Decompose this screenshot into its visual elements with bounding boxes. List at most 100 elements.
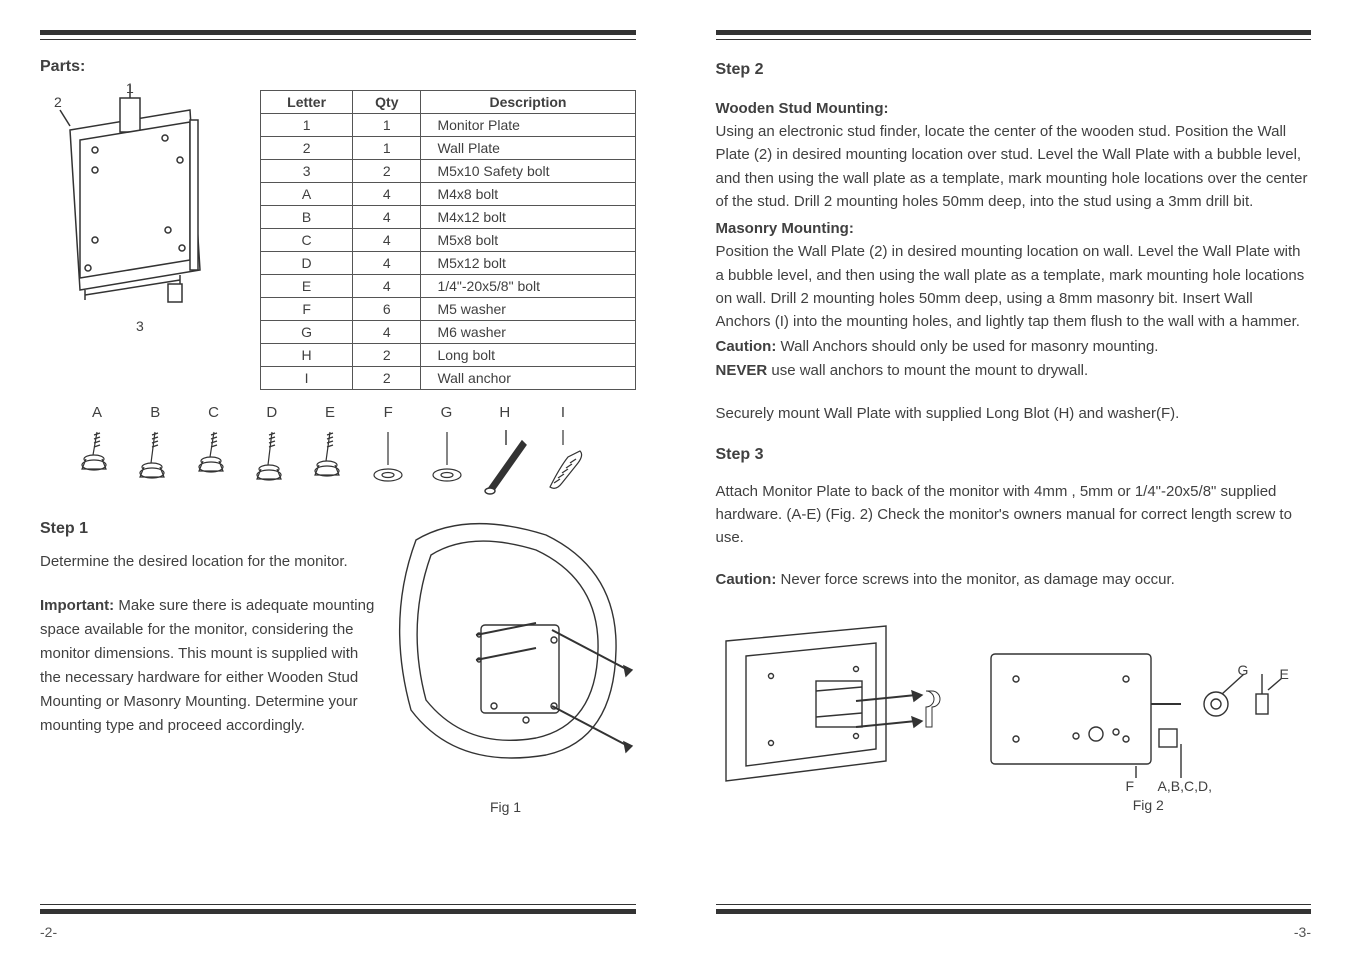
fig1-svg — [376, 510, 636, 790]
secure-text: Securely mount Wall Plate with supplied … — [716, 402, 1312, 425]
hardware-item-i: I — [536, 404, 590, 502]
page-num-left: -2- — [40, 924, 57, 940]
cell-desc: M5x12 bolt — [421, 252, 635, 275]
step1-p1: Determine the desired location for the m… — [40, 550, 380, 574]
caution2-label: Caution: — [716, 571, 777, 588]
hardware-row: A B C D E F G H — [70, 404, 590, 502]
wood-heading: Wooden Stud Mounting: — [716, 97, 1312, 120]
hardware-item-f: F — [361, 404, 415, 502]
th-desc: Description — [421, 91, 635, 114]
step1-important: Important: Make sure there is adequate m… — [40, 594, 380, 738]
table-row: 11Monitor Plate — [261, 114, 636, 137]
cell-letter: 1 — [261, 114, 353, 137]
parts-row: 1 2 3 — [40, 80, 636, 390]
cell-qty: 4 — [353, 183, 421, 206]
th-letter: Letter — [261, 91, 353, 114]
cell-desc: M4x8 bolt — [421, 183, 635, 206]
never-label: NEVER — [716, 362, 768, 379]
table-row: C4M5x8 bolt — [261, 229, 636, 252]
parts-heading: Parts: — [40, 58, 636, 76]
caution1-text: Wall Anchors should only be used for mas… — [776, 338, 1158, 355]
hardware-label: I — [536, 404, 590, 421]
table-row: I2Wall anchor — [261, 367, 636, 390]
step2-heading: Step 2 — [716, 58, 1312, 83]
hardware-item-b: B — [128, 404, 182, 502]
cell-qty: 4 — [353, 275, 421, 298]
caution1-label: Caution: — [716, 338, 777, 355]
important-text: Make sure there is adequate mounting spa… — [40, 597, 374, 734]
never-line: NEVER use wall anchors to mount the moun… — [716, 359, 1312, 382]
table-row: B4M4x12 bolt — [261, 206, 636, 229]
table-row: A4M4x8 bolt — [261, 183, 636, 206]
hardware-item-c: C — [187, 404, 241, 502]
hardware-label: F — [361, 404, 415, 421]
cell-qty: 4 — [353, 206, 421, 229]
fig2-right-wrap: F A,B,C,D, G E — [986, 644, 1286, 791]
table-row: D4M5x12 bolt — [261, 252, 636, 275]
fig2-label-g: G — [1238, 660, 1249, 682]
wood-text: Using an electronic stud finder, locate … — [716, 120, 1312, 213]
cell-desc: M6 washer — [421, 321, 635, 344]
cell-qty: 1 — [353, 137, 421, 160]
cell-letter: H — [261, 344, 353, 367]
cell-qty: 4 — [353, 229, 421, 252]
cell-letter: G — [261, 321, 353, 344]
diagram-label-2: 2 — [54, 94, 62, 110]
cell-letter: 3 — [261, 160, 353, 183]
cell-letter: A — [261, 183, 353, 206]
parts-tbody: 11Monitor Plate21Wall Plate32M5x10 Safet… — [261, 114, 636, 390]
hardware-label: C — [187, 404, 241, 421]
cell-letter: F — [261, 298, 353, 321]
caution2: Caution: Never force screws into the mon… — [716, 568, 1312, 591]
caution1: Caution: Wall Anchors should only be use… — [716, 335, 1312, 358]
cell-letter: I — [261, 367, 353, 390]
table-header-row: Letter Qty Description — [261, 91, 636, 114]
cell-qty: 6 — [353, 298, 421, 321]
important-label: Important: — [40, 597, 114, 614]
cell-letter: 2 — [261, 137, 353, 160]
masonry-text: Position the Wall Plate (2) in desired m… — [716, 240, 1312, 333]
fig2-label-e: E — [1280, 664, 1289, 686]
cell-desc: Wall anchor — [421, 367, 635, 390]
th-qty: Qty — [353, 91, 421, 114]
cell-qty: 2 — [353, 344, 421, 367]
masonry-heading: Masonry Mounting: — [716, 217, 1312, 240]
cell-letter: E — [261, 275, 353, 298]
step3-text: Attach Monitor Plate to back of the moni… — [716, 480, 1312, 550]
hardware-item-e: E — [303, 404, 357, 502]
cell-letter: D — [261, 252, 353, 275]
fig2-caption: Fig 2 — [986, 795, 1312, 817]
hardware-label: H — [478, 404, 532, 421]
cell-qty: 2 — [353, 160, 421, 183]
parts-table: Letter Qty Description 11Monitor Plate21… — [260, 90, 636, 390]
right-body: Step 2 Wooden Stud Mounting: Using an el… — [716, 58, 1312, 817]
cell-qty: 4 — [353, 252, 421, 275]
cell-desc: 1/4"-20x5/8" bolt — [421, 275, 635, 298]
parts-svg — [40, 80, 240, 340]
fig2-label-f: F — [1126, 776, 1135, 798]
hardware-label: G — [420, 404, 474, 421]
table-row: 21Wall Plate — [261, 137, 636, 160]
fig2-row: F A,B,C,D, G E — [716, 621, 1312, 791]
cell-desc: Wall Plate — [421, 137, 635, 160]
cell-qty: 2 — [353, 367, 421, 390]
cell-letter: C — [261, 229, 353, 252]
table-row: H2Long bolt — [261, 344, 636, 367]
table-row: 32M5x10 Safety bolt — [261, 160, 636, 183]
cell-desc: M5 washer — [421, 298, 635, 321]
rule-bottom-left — [40, 904, 636, 914]
cell-desc: M4x12 bolt — [421, 206, 635, 229]
fig1-caption: Fig 1 — [376, 799, 636, 815]
hardware-label: D — [245, 404, 299, 421]
parts-diagram: 1 2 3 — [40, 80, 240, 340]
fig1: Fig 1 — [376, 510, 636, 815]
rule-top — [40, 30, 636, 40]
rule-bottom-right — [716, 904, 1312, 914]
cell-letter: B — [261, 206, 353, 229]
never-text: use wall anchors to mount the mount to d… — [767, 362, 1088, 379]
page-right: Step 2 Wooden Stud Mounting: Using an el… — [676, 0, 1351, 954]
diagram-label-1: 1 — [126, 80, 134, 96]
table-row: E41/4"-20x5/8" bolt — [261, 275, 636, 298]
diagram-label-3: 3 — [136, 318, 144, 334]
cell-desc: Monitor Plate — [421, 114, 635, 137]
